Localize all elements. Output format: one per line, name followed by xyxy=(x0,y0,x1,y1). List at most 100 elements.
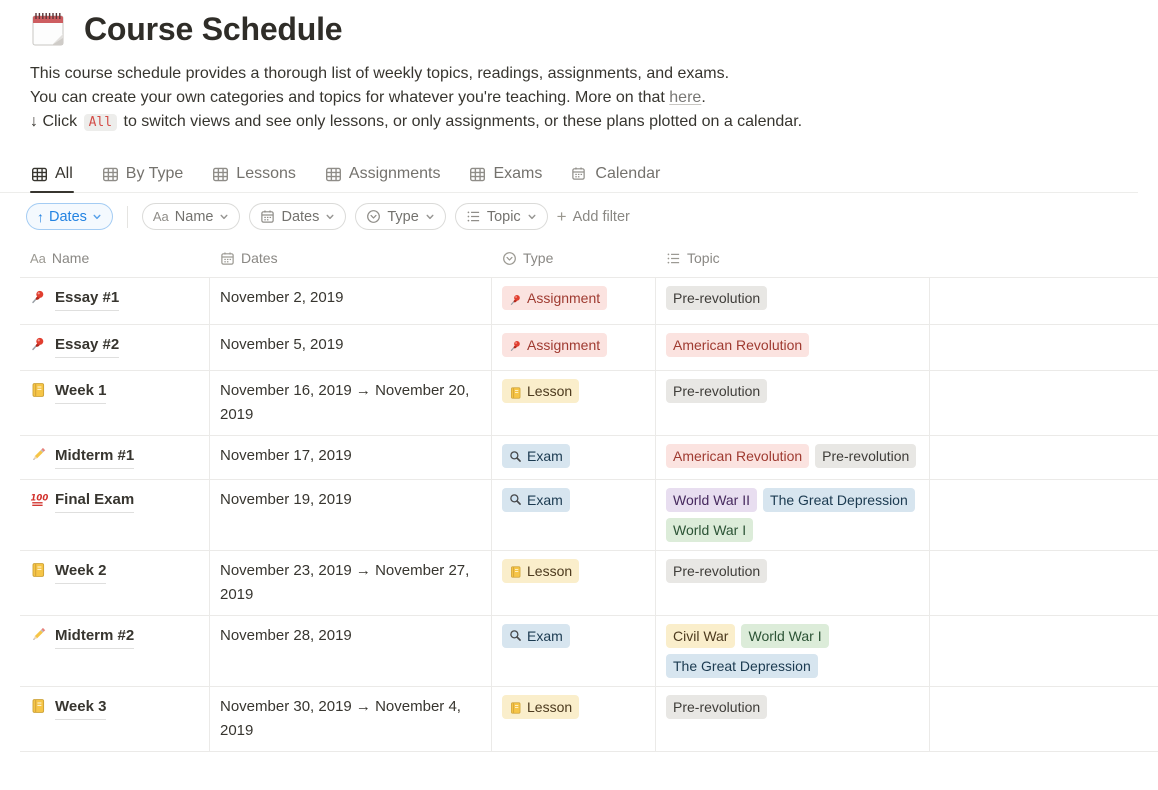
type-cell[interactable]: Lesson xyxy=(492,686,656,751)
filter-pill-name[interactable]: Aa Name xyxy=(141,203,241,230)
topic-cell[interactable]: American Revolution xyxy=(656,324,930,370)
empty-cell xyxy=(930,480,1158,550)
topic-tag-world-war-ii[interactable]: World War II xyxy=(666,487,758,512)
name-cell[interactable]: Week 3 xyxy=(20,686,210,751)
type-tag-assignment[interactable]: Assignment xyxy=(502,332,608,357)
empty-cell xyxy=(930,371,1158,435)
tab-label: Exams xyxy=(493,165,543,182)
view-tabs-bar: All By Type Lessons Assignments Exams Calenda… xyxy=(0,159,1138,193)
type-cell[interactable]: Exam xyxy=(492,436,656,479)
topic-cell[interactable]: World War II The Great Depression World Wa… xyxy=(656,479,930,550)
topic-tag-american-revolution[interactable]: American Revolution xyxy=(666,444,810,468)
topic-cell[interactable]: American Revolution Pre-revolution xyxy=(656,436,930,479)
type-tag-label: Exam xyxy=(527,627,563,644)
page-link-title[interactable]: Week 2 xyxy=(55,559,107,584)
here-link[interactable]: here xyxy=(669,89,702,106)
page-link-title[interactable]: Midterm #1 xyxy=(55,444,135,469)
chevron-down-icon xyxy=(425,212,435,222)
topic-tag-pre-revolution[interactable]: Pre-revolution xyxy=(666,379,768,403)
tab-calendar[interactable]: Calendar xyxy=(570,159,661,192)
dates-cell[interactable]: November 2, 2019 xyxy=(210,278,492,324)
toolbar-divider xyxy=(126,205,128,228)
type-tag-exam[interactable]: Exam xyxy=(502,623,570,648)
type-tag-assignment[interactable]: Assignment xyxy=(502,286,608,310)
tab-label: By Type xyxy=(125,165,184,182)
dates-cell[interactable]: November 5, 2019 xyxy=(210,324,492,370)
tab-assignments[interactable]: Assignments xyxy=(324,159,442,192)
name-cell[interactable]: 100 Final Exam xyxy=(20,479,210,550)
page-link-title[interactable]: Week 3 xyxy=(55,695,107,720)
topic-tag-pre-revolution[interactable]: Pre-revolution xyxy=(666,558,768,583)
text-type-icon: Aa xyxy=(30,250,46,266)
tab-exams[interactable]: Exams xyxy=(468,159,543,192)
type-tag-lesson[interactable]: Lesson xyxy=(502,558,580,583)
type-tag-lesson[interactable]: Lesson xyxy=(502,379,580,403)
type-tag-lesson[interactable]: Lesson xyxy=(502,694,580,719)
type-cell[interactable]: Exam xyxy=(492,479,656,550)
page-link-title[interactable]: Essay #2 xyxy=(55,333,120,358)
name-cell[interactable]: Midterm #1 xyxy=(20,436,210,479)
list-type-icon xyxy=(666,251,681,266)
type-tag-exam[interactable]: Exam xyxy=(502,444,570,468)
dates-cell[interactable]: November 17, 2019 xyxy=(210,436,492,479)
dates-cell[interactable]: November 23, 2019 → November 27, 2019 xyxy=(210,550,492,615)
topic-tag-world-war-i[interactable]: World War I xyxy=(741,623,829,648)
type-tag-exam[interactable]: Exam xyxy=(502,487,570,512)
topic-tag-the-great-depression[interactable]: The Great Depression xyxy=(763,487,915,512)
page-link-title[interactable]: Midterm #2 xyxy=(55,624,135,649)
svg-text:100: 100 xyxy=(30,493,48,503)
page-link-title[interactable]: Essay #1 xyxy=(55,286,120,311)
topic-tags: Civil War World War I The Great Depression xyxy=(666,623,918,678)
dates-cell[interactable]: November 30, 2019 → November 4, 2019 xyxy=(210,686,492,751)
name-cell[interactable]: Essay #2 xyxy=(20,324,210,370)
topic-tags: Pre-revolution xyxy=(666,286,918,310)
topic-cell[interactable]: Pre-revolution xyxy=(656,371,930,435)
name-cell[interactable]: Week 1 xyxy=(20,371,210,435)
table-row: Essay #2 November 5, 2019 Assignment Americ… xyxy=(20,323,1158,370)
topic-tag-american-revolution[interactable]: American Revolution xyxy=(666,332,810,357)
topic-tag-civil-war[interactable]: Civil War xyxy=(666,623,736,648)
sort-pill[interactable]: ↑ Dates xyxy=(26,203,113,230)
dates-cell[interactable]: November 28, 2019 xyxy=(210,615,492,686)
magnifier-icon xyxy=(509,450,522,463)
filter-pill-dates[interactable]: Dates xyxy=(249,203,347,230)
topic-tag-pre-revolution[interactable]: Pre-revolution xyxy=(666,286,768,310)
tab-lessons[interactable]: Lessons xyxy=(211,159,297,192)
column-header-dates[interactable]: Dates xyxy=(210,239,492,277)
chevron-down-icon xyxy=(219,212,229,222)
inline-code-all: All xyxy=(83,114,118,131)
notepad-icon[interactable] xyxy=(28,8,70,50)
page-description: This course schedule provides a thorough… xyxy=(30,62,1158,135)
filter-pill-topic[interactable]: Topic xyxy=(454,203,548,230)
tab-all[interactable]: All xyxy=(30,159,74,193)
name-cell[interactable]: Midterm #2 xyxy=(20,615,210,686)
column-header-name[interactable]: Aa Name xyxy=(20,239,210,277)
page-link-title[interactable]: Final Exam xyxy=(55,488,135,513)
dates-cell[interactable]: November 19, 2019 xyxy=(210,479,492,550)
dates-cell[interactable]: November 16, 2019 → November 20, 2019 xyxy=(210,371,492,435)
type-cell[interactable]: Assignment xyxy=(492,278,656,324)
topic-tag-pre-revolution[interactable]: Pre-revolution xyxy=(815,444,917,468)
tab-by-type[interactable]: By Type xyxy=(101,159,185,192)
topic-tag-world-war-i[interactable]: World War I xyxy=(666,517,754,542)
chevron-down-icon xyxy=(527,212,537,222)
column-header-topic[interactable]: Topic xyxy=(656,239,930,277)
topic-tag-pre-revolution[interactable]: Pre-revolution xyxy=(666,694,768,719)
filter-pill-type[interactable]: Type xyxy=(355,203,446,230)
ledger-icon xyxy=(30,382,48,400)
column-header-type[interactable]: Type xyxy=(492,239,656,277)
add-filter-button[interactable]: + Add filter xyxy=(556,207,630,226)
topic-cell[interactable]: Civil War World War I The Great Depression xyxy=(656,615,930,686)
topic-cell[interactable]: Pre-revolution xyxy=(656,686,930,751)
type-cell[interactable]: Assignment xyxy=(492,324,656,370)
type-cell[interactable]: Exam xyxy=(492,615,656,686)
type-cell[interactable]: Lesson xyxy=(492,550,656,615)
page-link-title[interactable]: Week 1 xyxy=(55,379,107,404)
name-cell[interactable]: Essay #1 xyxy=(20,278,210,324)
topic-cell[interactable]: Pre-revolution xyxy=(656,550,930,615)
topic-tag-the-great-depression[interactable]: The Great Depression xyxy=(666,653,818,678)
type-cell[interactable]: Lesson xyxy=(492,371,656,435)
topic-tags: American Revolution xyxy=(666,332,918,357)
topic-cell[interactable]: Pre-revolution xyxy=(656,278,930,324)
name-cell[interactable]: Week 2 xyxy=(20,550,210,615)
